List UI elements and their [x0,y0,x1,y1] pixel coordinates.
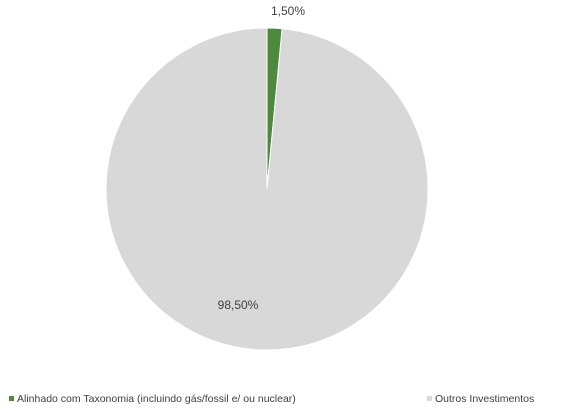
data-labels: 1,50% 98,50% [218,4,306,312]
legend: Alinhado com Taxonomia (incluindo gás/fo… [9,393,534,405]
data-label-taxonomia: 1,50% [271,4,305,18]
legend-label-taxonomia: Alinhado com Taxonomia (incluindo gás/fo… [17,393,296,405]
data-label-outros: 98,50% [218,298,259,312]
pie-slices [105,27,429,351]
pie-slice-outros [105,27,429,351]
legend-item-outros: Outros Investimentos [427,393,534,405]
legend-item-taxonomia: Alinhado com Taxonomia (incluindo gás/fo… [9,393,296,405]
legend-swatch-taxonomia [9,396,14,401]
legend-swatch-outros [427,396,432,401]
legend-label-outros: Outros Investimentos [435,393,534,405]
